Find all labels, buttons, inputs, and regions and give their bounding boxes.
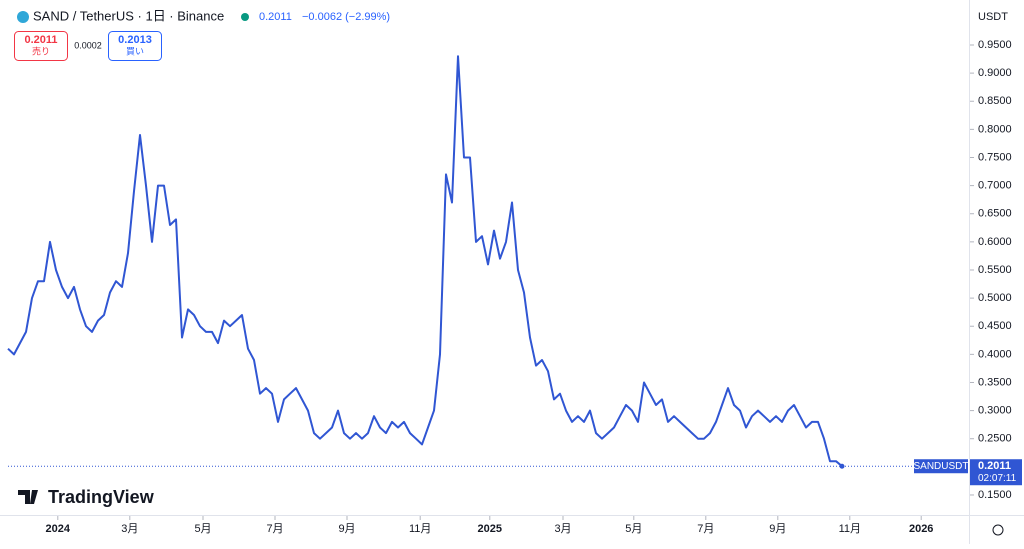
- logo: TradingView: [48, 487, 155, 507]
- y-tick-label: 0.4000: [978, 348, 1012, 360]
- series-name: SANDUSDT: [913, 461, 968, 472]
- status-dot: [241, 13, 249, 21]
- x-tick-label: 11月: [409, 523, 431, 535]
- currency[interactable]: USDT: [978, 11, 1008, 23]
- buy-label: 買い: [126, 46, 144, 56]
- y-tick-label: 0.4500: [978, 320, 1012, 332]
- settings-icon[interactable]: [992, 524, 1004, 536]
- price-tag: [970, 459, 1022, 486]
- price-line: [7, 55, 843, 467]
- y-tick-label: 0.9500: [978, 39, 1012, 51]
- x-tick-label: 9月: [338, 523, 355, 535]
- buy-price: 0.2013: [118, 34, 152, 46]
- y-tick-label: 0.1500: [978, 489, 1012, 501]
- marks: [7, 55, 968, 469]
- y-tick-label: 0.9000: [978, 67, 1012, 79]
- y-tick-label: 0.5500: [978, 264, 1012, 276]
- y-tick-label: 0.6000: [978, 236, 1012, 248]
- x-tick-label: 5月: [625, 523, 642, 535]
- x-tick-label: 3月: [554, 523, 571, 535]
- x-tick-label: 11月: [839, 523, 861, 535]
- x-tick-label: 2026: [909, 523, 933, 535]
- price-tag-value: 0.2011: [978, 460, 1011, 472]
- logo-icon: [18, 490, 38, 504]
- x-tick-label: 7月: [697, 523, 714, 535]
- sell-button[interactable]: [14, 31, 68, 61]
- y-tick-label: 0.8000: [978, 123, 1012, 135]
- price: 0.2011: [259, 11, 292, 23]
- change: −0.0062 (−2.99%): [302, 11, 390, 23]
- y-tick-label: 0.6500: [978, 208, 1012, 220]
- sell-label: 売り: [32, 45, 50, 56]
- symbol: SAND / TetherUS · 1日 · Binance: [33, 8, 224, 23]
- sell-price: 0.2011: [24, 34, 57, 46]
- x-tick-label: 3月: [121, 523, 138, 535]
- y-tick-label: 0.8500: [978, 95, 1012, 107]
- x-tick-label: 5月: [194, 523, 211, 535]
- y-tick-label: 0.3500: [978, 376, 1012, 388]
- symbol-icon: [17, 11, 29, 23]
- y-tick-label: 0.5000: [978, 292, 1012, 304]
- x-tick-label: 7月: [266, 523, 283, 535]
- y-tick-label: 0.2500: [978, 433, 1012, 445]
- countdown: 02:07:11: [978, 473, 1017, 484]
- x-tick-label: 2025: [478, 523, 502, 535]
- y-tick-label: 0.3000: [978, 405, 1012, 417]
- y-tick-label: 0.7000: [978, 180, 1012, 192]
- series-tag: [914, 459, 968, 474]
- x-tick-label: 2024: [46, 523, 71, 535]
- y-tick-label: 0.7500: [978, 151, 1012, 163]
- spread: 0.0002: [74, 40, 102, 50]
- buy-button[interactable]: [108, 31, 162, 61]
- x-tick-label: 9月: [769, 523, 786, 535]
